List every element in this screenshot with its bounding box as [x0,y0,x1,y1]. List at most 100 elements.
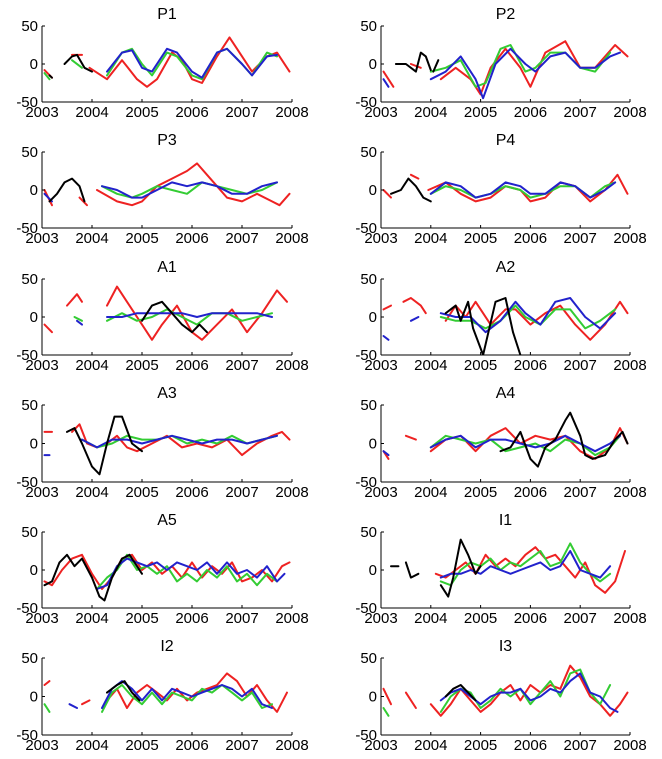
x-tick-label: 2003 [25,104,58,121]
panel-title: A3 [157,385,177,402]
series-2-segment-0 [439,550,612,579]
x-tick-label: 2007 [225,230,258,247]
y-tick-label: 50 [21,18,38,35]
x-tick-label: 2006 [175,357,208,374]
x-tick-label: 2003 [364,230,397,247]
y-tick-label: 0 [30,562,38,579]
panel-p2: P2 2003 2004 2005 2006 2007 2008 50 0 -50 [355,6,646,121]
x-tick-label: 2006 [175,737,208,754]
panel-title: I3 [499,638,512,655]
series-0-segment-2 [96,162,291,207]
series-1-segment-0 [96,553,278,590]
x-tick-label: 2007 [564,484,597,501]
y-tick-label: -50 [16,474,38,491]
series-0-segment-2 [429,664,629,717]
x-tick-label: 2008 [275,104,308,121]
x-tick-label: 2008 [613,737,646,754]
series-0-segment-1 [404,691,417,709]
x-tick-label: 2005 [125,230,158,247]
series-2-segment-0 [96,557,286,590]
y-tick-label: -50 [355,600,377,617]
y-tick-label: -50 [355,474,377,491]
y-tick-label: 50 [360,271,377,288]
panel-a5: A5 2003 2004 2005 2006 2007 2008 50 0 -50 [16,512,308,627]
x-tick-label: 2006 [514,737,547,754]
x-tick-label: 2006 [175,484,208,501]
series-3-segment-0 [43,553,143,602]
y-tick-label: -50 [16,220,38,237]
panel-title: A1 [157,259,177,276]
series-3-segment-0 [106,680,141,702]
series-2-segment-0 [382,335,390,341]
y-tick-label: -50 [355,94,377,111]
series-2-segment-0 [382,78,390,88]
panel-title: A2 [496,259,516,276]
series-1-segment-1 [101,684,273,713]
x-tick-label: 2004 [75,610,108,627]
x-tick-label: 2003 [364,610,397,627]
x-tick-label: 2004 [414,357,447,374]
y-tick-label: 50 [21,144,38,161]
panel-p3: P3 2003 2004 2005 2006 2007 2008 50 0 -50 [16,132,308,247]
x-tick-label: 2008 [275,484,308,501]
series-3-segment-0 [444,297,522,355]
series-2-segment-1 [101,181,278,199]
x-tick-label: 2003 [364,357,397,374]
x-tick-label: 2008 [613,610,646,627]
series-2-segment-1 [81,434,278,449]
series-0-segment-1 [81,699,91,706]
panel-a1: A1 2003 2004 2005 2006 2007 2008 50 0 -50 [16,259,308,374]
series-0-segment-2 [106,672,288,713]
y-tick-label: -50 [16,347,38,364]
x-tick-label: 2003 [364,484,397,501]
x-tick-label: 2004 [414,230,447,247]
series-0-segment-1 [71,423,98,449]
x-tick-label: 2006 [514,484,547,501]
series-3-segment-0 [48,177,86,203]
x-tick-label: 2004 [75,104,108,121]
series-2-segment-0 [76,319,83,326]
series-0-segment-0 [382,687,392,706]
x-tick-label: 2008 [613,230,646,247]
series-1-segment-0 [439,304,617,330]
panel-i2: I2 2003 2004 2005 2006 2007 2008 50 0 -50 [16,638,308,754]
series-3-segment-0 [499,411,629,468]
panel-a3: A3 2003 2004 2005 2006 2007 2008 50 0 -50 [16,385,308,501]
x-tick-label: 2005 [464,230,497,247]
y-tick-label: 50 [360,650,377,667]
x-tick-label: 2006 [175,230,208,247]
series-1-segment-0 [43,72,51,81]
y-tick-label: 0 [369,562,377,579]
series-3-segment-0 [66,415,143,476]
series-3-segment-0 [48,74,53,79]
x-tick-label: 2005 [464,610,497,627]
series-0-segment-1 [78,196,88,207]
series-0-segment-0 [382,304,392,311]
y-tick-label: 50 [21,524,38,541]
x-tick-label: 2005 [464,737,497,754]
series-3-segment-0 [390,177,432,203]
series-3-segment-0 [394,51,432,73]
series-3-segment-1 [63,53,93,73]
x-tick-label: 2008 [275,230,308,247]
x-tick-label: 2005 [125,357,158,374]
x-tick-label: 2004 [414,737,447,754]
series-3-segment-1 [404,561,420,579]
x-tick-label: 2005 [464,104,497,121]
series-0-segment-1 [66,293,83,307]
y-tick-label: 0 [30,182,38,199]
series-1-segment-1 [106,308,273,326]
x-tick-label: 2006 [514,357,547,374]
series-0-segment-0 [382,70,395,88]
x-tick-label: 2004 [75,484,108,501]
series-3-segment-0 [141,300,208,334]
series-0-segment-1 [409,63,422,69]
y-tick-label: 0 [30,309,38,326]
x-tick-label: 2004 [75,737,108,754]
x-tick-label: 2007 [564,610,597,627]
panel-title: A4 [496,385,516,402]
panel-i1: I1 2003 2004 2005 2006 2007 2008 50 0 -50 [355,512,646,627]
series-0-segment-0 [43,680,51,686]
x-tick-label: 2004 [75,230,108,247]
series-1-segment-0 [43,703,51,713]
